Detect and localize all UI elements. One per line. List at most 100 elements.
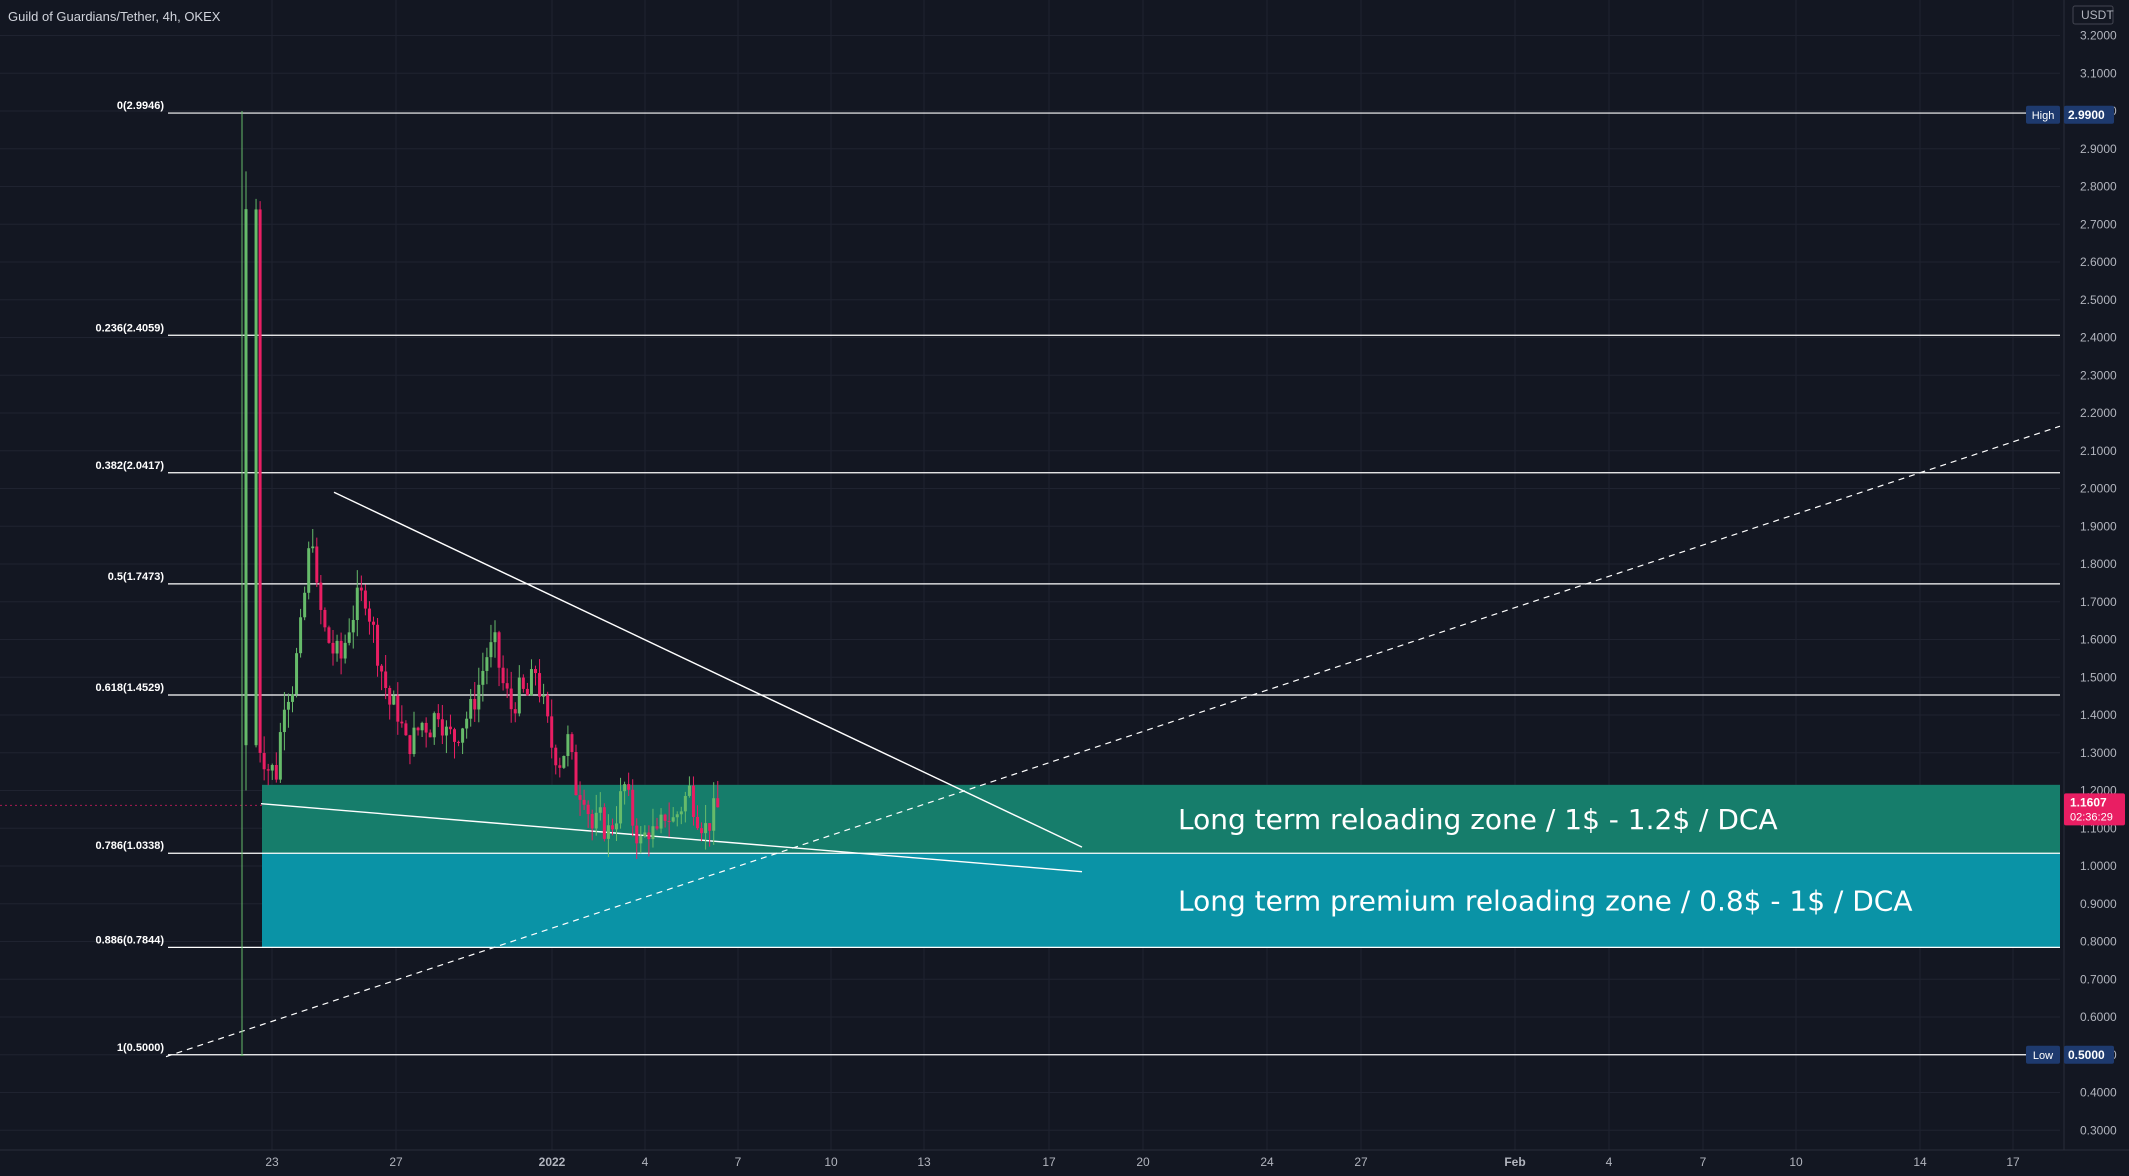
price-axis: 3.20003.10003.00002.90002.80002.70002.60…: [2026, 0, 2129, 1176]
candle-body: [448, 726, 452, 730]
candle-body: [400, 721, 404, 724]
candle-body: [558, 765, 562, 768]
candle-body: [550, 716, 554, 748]
x-tick-label: 4: [1606, 1155, 1613, 1169]
candle-body: [388, 688, 392, 705]
candle-body: [501, 667, 505, 684]
current-price-tag: [2064, 793, 2125, 826]
candle-body: [631, 789, 635, 826]
candle-body: [420, 722, 424, 731]
fib-label: 0(2.9946): [117, 100, 164, 112]
candle-body: [651, 826, 655, 840]
candle-body: [339, 640, 343, 659]
candle-body: [477, 684, 481, 710]
x-tick-label: 27: [1354, 1155, 1368, 1169]
candle-body: [359, 587, 363, 591]
zone-rect: [262, 784, 2060, 854]
trend-lines: [165, 425, 2061, 1058]
current-price-countdown: 02:36:29: [2070, 811, 2113, 823]
fib-label: 1(0.5000): [117, 1042, 164, 1054]
descending-trendline: [333, 491, 1083, 848]
candle-body: [542, 695, 546, 697]
fib-label: 0.618(1.4529): [96, 682, 165, 694]
candle-body: [335, 640, 339, 654]
reload-zones: [262, 784, 2060, 948]
candle-body: [590, 814, 594, 829]
candle-body: [534, 669, 537, 674]
y-tick-label: 3.2000: [2080, 29, 2117, 43]
candle-body: [521, 677, 525, 689]
x-tick-label: 4: [642, 1155, 649, 1169]
current-price-value: 1.1607: [2070, 795, 2107, 809]
candle-body: [428, 732, 432, 738]
candle-body: [457, 741, 461, 743]
y-tick-label: 1.6000: [2080, 633, 2117, 647]
candle-body: [586, 804, 590, 815]
candle-body: [254, 209, 258, 746]
low-tag-bg: [2026, 1045, 2060, 1064]
y-tick-label: 2.9000: [2080, 142, 2117, 156]
candle-body: [282, 709, 286, 733]
x-tick-label: 2022: [539, 1155, 566, 1169]
candle-body: [440, 719, 444, 736]
candle-body: [687, 785, 691, 796]
y-tick-label: 1.3000: [2080, 746, 2117, 760]
candle-body: [623, 784, 627, 792]
candle-body: [513, 709, 517, 714]
fib-label: 0.236(2.4059): [96, 322, 165, 334]
candle-body: [570, 734, 574, 752]
candle-body: [708, 823, 712, 831]
x-tick-label: 23: [265, 1155, 279, 1169]
low-value-bg: [2064, 1045, 2114, 1064]
candle-body: [453, 729, 456, 742]
y-tick-label: 0.8000: [2080, 935, 2117, 949]
candle-body: [704, 823, 708, 834]
x-tick-label: 7: [1700, 1155, 1707, 1169]
zone-rect: [262, 853, 2060, 948]
candle-body: [546, 695, 550, 717]
chart-title: Guild of Guardians/Tether, 4h, OKEX: [8, 9, 221, 24]
price-axis-bg: [2064, 0, 2129, 1176]
candle-body: [505, 683, 509, 689]
candle-body: [602, 807, 606, 839]
candle-body: [700, 828, 704, 834]
candle-body: [408, 735, 412, 755]
fib-label: 0.786(1.0338): [96, 840, 165, 852]
x-tick-label: 10: [1789, 1155, 1803, 1169]
candle-body: [635, 825, 639, 844]
candle-body: [594, 812, 598, 829]
candle-body: [266, 769, 270, 771]
zone-label: Long term premium reloading zone / 0.8$ …: [1178, 884, 1913, 917]
candle-body: [372, 621, 375, 625]
y-tick-label: 2.2000: [2080, 406, 2117, 420]
candle-body: [683, 795, 687, 812]
candle-body: [610, 825, 614, 830]
candle-body: [667, 820, 671, 822]
candle-body: [659, 814, 663, 829]
y-tick-label: 1.7000: [2080, 595, 2117, 609]
x-tick-label: 20: [1136, 1155, 1150, 1169]
candle-body: [691, 785, 695, 817]
x-tick-label: 24: [1260, 1155, 1274, 1169]
candle-body: [509, 688, 513, 710]
support-trendline: [260, 803, 1083, 873]
fibonacci-levels: 0(2.9946) 0.236(2.4059) 0.382(2.0417) 0.5(1…: [96, 100, 2060, 1056]
candle-body: [566, 734, 570, 756]
candle-body: [355, 587, 359, 621]
x-tick-label: Feb: [1504, 1155, 1525, 1169]
candles: [240, 111, 720, 1056]
x-tick-label: 10: [824, 1155, 838, 1169]
candle-body: [538, 673, 542, 697]
y-tick-label: 0.4000: [2080, 1086, 2117, 1100]
candle-body: [291, 694, 294, 702]
candle-body: [529, 669, 533, 696]
zone-labels: Long term reloading zone / 1$ - 1.2$ / D…: [1178, 803, 1913, 917]
candle-body: [461, 728, 465, 743]
candle-body: [270, 764, 274, 771]
x-tick-label: 14: [1913, 1155, 1927, 1169]
candle-body: [606, 825, 610, 839]
high-value-bg: [2064, 105, 2114, 124]
candle-body: [481, 670, 485, 685]
candle-body: [303, 592, 307, 618]
